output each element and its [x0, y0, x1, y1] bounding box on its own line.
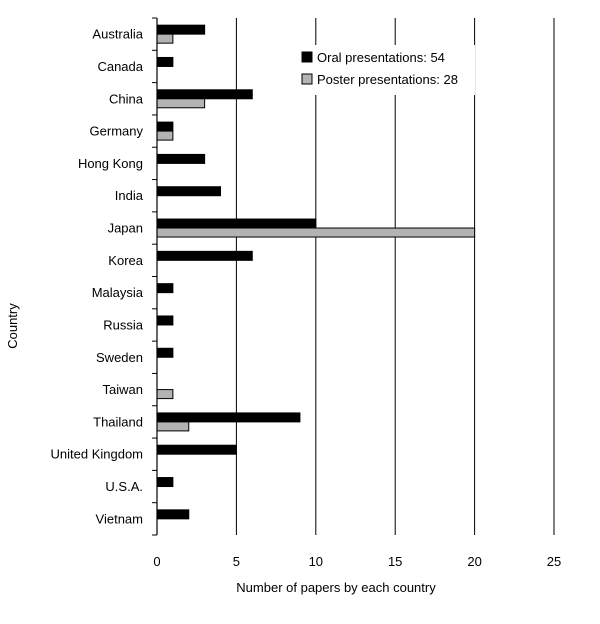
bar-thailand-oral [156, 412, 301, 423]
x-axis-title: Number of papers by each country [236, 580, 436, 595]
y-tick-label: United Kingdom [51, 447, 144, 462]
y-tick-label: Germany [90, 124, 144, 139]
y-tick-label: U.S.A. [105, 479, 143, 494]
bar-germany-poster [156, 130, 174, 141]
y-tick-label: Taiwan [103, 382, 143, 397]
bar-malaysia-oral [156, 283, 174, 294]
y-axis-title: Country [5, 303, 20, 349]
legend-label-poster: Poster presentations: 28 [317, 72, 458, 87]
bar-vietnam-oral [156, 509, 190, 520]
gridlines [235, 18, 555, 535]
y-tick-label: Sweden [96, 350, 143, 365]
x-tick-label: 15 [388, 554, 402, 569]
bar-hong-kong-oral [156, 153, 206, 164]
y-tick-label: China [109, 91, 144, 106]
legend-label-oral: Oral presentations: 54 [317, 50, 445, 65]
x-tick-label: 5 [233, 554, 240, 569]
bar-korea-oral [156, 250, 253, 261]
legend: Oral presentations: 54 Poster presentatio… [290, 45, 475, 95]
y-tick-label: India [115, 188, 144, 203]
bar-sweden-oral [156, 347, 174, 358]
bar-japan-oral [156, 218, 317, 229]
bar-india-oral [156, 186, 222, 197]
bar-canada-oral [156, 56, 174, 67]
y-tick-label: Hong Kong [78, 156, 143, 171]
bar-china-oral [156, 89, 253, 100]
bar-u-s-a-oral [156, 477, 174, 488]
x-tick-label: 25 [547, 554, 561, 569]
y-tick-label: Malaysia [92, 285, 144, 300]
y-tick-label: Australia [92, 27, 143, 42]
y-tick-label: Japan [108, 221, 143, 236]
y-tick-label: Thailand [93, 414, 143, 429]
y-tick-label: Canada [97, 59, 143, 74]
bar-japan-poster [156, 227, 476, 238]
x-tick-label: 20 [467, 554, 481, 569]
y-tick-label: Vietnam [96, 511, 143, 526]
bar-russia-oral [156, 315, 174, 326]
bar-thailand-poster [156, 421, 190, 432]
x-tick-labels: 0 5 10 15 20 25 [153, 554, 561, 569]
legend-swatch-oral [301, 51, 313, 63]
y-tick-label: Korea [108, 253, 143, 268]
bar-china-poster [156, 98, 206, 109]
bar-australia-poster [156, 33, 174, 44]
bar-united-kingdom-oral [156, 444, 237, 455]
bar-germany-oral [156, 121, 174, 132]
y-tick-label: Russia [103, 317, 144, 332]
y-tick-labels: Australia Canada China Germany Hong Kong Indi… [51, 17, 157, 536]
bars [156, 24, 476, 520]
legend-swatch-poster [301, 73, 313, 85]
bar-taiwan-poster [156, 389, 174, 400]
bar-australia-oral [156, 24, 206, 35]
x-tick-label: 10 [309, 554, 323, 569]
legend-background [290, 45, 475, 95]
x-tick-label: 0 [153, 554, 160, 569]
